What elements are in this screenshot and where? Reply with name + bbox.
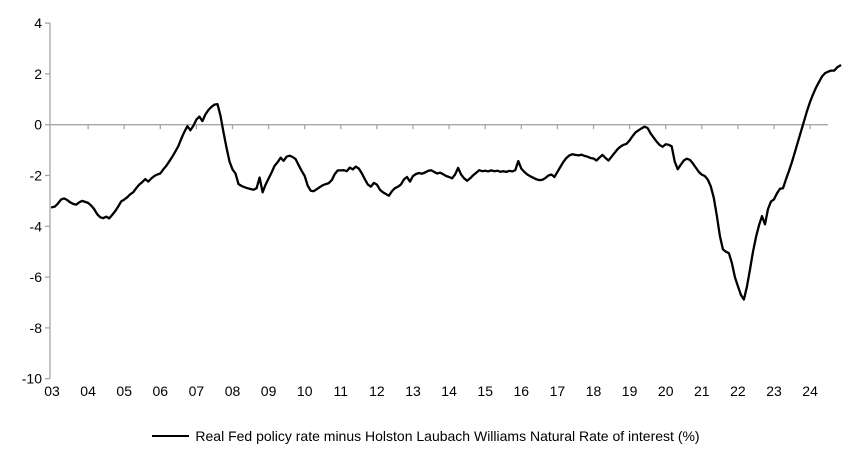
x-axis-tick-label: 20 <box>658 383 674 399</box>
y-axis-tick-label: -8 <box>30 320 43 336</box>
x-axis-tick-label: 06 <box>153 383 169 399</box>
legend: Real Fed policy rate minus Holston Lauba… <box>0 428 852 444</box>
x-axis-tick-label: 04 <box>80 383 96 399</box>
x-axis-tick-label: 17 <box>550 383 566 399</box>
x-axis-tick-label: 12 <box>369 383 385 399</box>
series-line <box>50 64 842 301</box>
y-axis-tick-label: 0 <box>34 117 42 133</box>
x-axis-tick-label: 10 <box>297 383 313 399</box>
x-axis-tick-label: 21 <box>694 383 710 399</box>
x-axis-tick-label: 08 <box>225 383 241 399</box>
x-axis-tick-label: 19 <box>622 383 638 399</box>
x-axis-tick-label: 18 <box>586 383 602 399</box>
y-axis-tick-label: -6 <box>30 269 43 285</box>
x-axis-tick-label: 09 <box>261 383 277 399</box>
x-axis-tick-label: 23 <box>766 383 782 399</box>
x-axis-tick-label: 16 <box>514 383 530 399</box>
y-axis-tick-label: -10 <box>22 371 42 387</box>
legend-label: Real Fed policy rate minus Holston Lauba… <box>195 428 700 444</box>
x-axis-tick-label: 22 <box>730 383 746 399</box>
x-axis-tick-label: 03 <box>44 383 60 399</box>
x-axis-tick-label: 15 <box>477 383 493 399</box>
x-axis-tick-label: 14 <box>441 383 457 399</box>
x-axis-tick-label: 11 <box>334 383 349 399</box>
x-axis-tick-label: 13 <box>405 383 421 399</box>
y-axis-tick-label: 2 <box>34 66 42 82</box>
y-axis-tick-label: -4 <box>30 218 43 234</box>
y-axis-tick-label: 4 <box>34 15 42 31</box>
x-axis-tick-label: 05 <box>116 383 132 399</box>
x-axis-tick-label: 24 <box>802 383 818 399</box>
x-axis-tick-label: 07 <box>189 383 205 399</box>
y-axis-tick-label: -2 <box>30 168 43 184</box>
legend-line-sample <box>152 435 190 437</box>
